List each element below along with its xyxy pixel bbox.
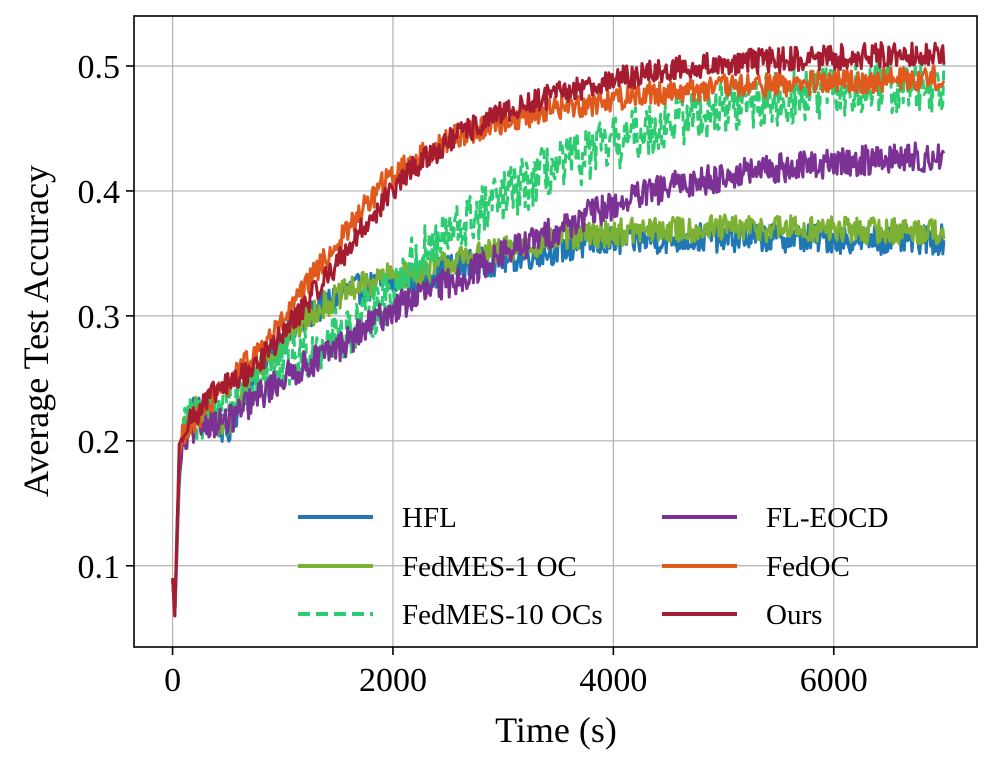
legend-label: FedMES-10 OCs bbox=[402, 599, 603, 631]
y-tick-label: 0.3 bbox=[78, 299, 121, 336]
legend-label: FedMES-1 OC bbox=[402, 551, 577, 583]
legend-label: FL-EOCD bbox=[766, 502, 888, 534]
series-line-fl-eocd bbox=[171, 141, 946, 618]
y-axis-label: Average Test Accuracy bbox=[16, 165, 56, 497]
series-line-fedoc bbox=[171, 64, 946, 618]
x-axis-label: Time (s) bbox=[495, 710, 617, 750]
legend-label: Ours bbox=[766, 599, 822, 631]
y-tick-label: 0.2 bbox=[78, 424, 121, 461]
y-tick-label: 0.1 bbox=[78, 549, 121, 586]
legend: HFL FedMES-1 OC FedMES-10 OCs FL-EOCD FedOC O… bbox=[298, 502, 888, 631]
series-line-ours bbox=[171, 41, 946, 618]
x-tick-label: 0 bbox=[164, 662, 181, 699]
x-tick-label: 6000 bbox=[800, 662, 868, 699]
plot-frame bbox=[133, 15, 978, 648]
x-tick-label: 2000 bbox=[359, 662, 427, 699]
series-group bbox=[171, 41, 946, 618]
legend-label: HFL bbox=[402, 502, 457, 534]
axis-ticks: 0 2000 4000 6000 0.1 0.2 0.3 0.4 0.5 bbox=[78, 49, 868, 699]
legend-label: FedOC bbox=[766, 551, 850, 583]
y-tick-label: 0.4 bbox=[78, 174, 121, 211]
x-tick-label: 4000 bbox=[579, 662, 647, 699]
y-tick-label: 0.5 bbox=[78, 49, 121, 86]
